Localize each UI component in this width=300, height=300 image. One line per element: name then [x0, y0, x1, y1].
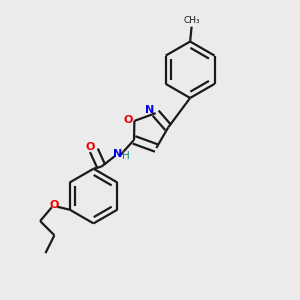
Text: O: O	[123, 115, 133, 125]
Text: O: O	[86, 142, 95, 152]
Text: CH₃: CH₃	[183, 16, 200, 25]
Text: H: H	[122, 151, 130, 160]
Text: O: O	[50, 200, 59, 210]
Text: N: N	[145, 105, 154, 115]
Text: N: N	[113, 149, 122, 159]
